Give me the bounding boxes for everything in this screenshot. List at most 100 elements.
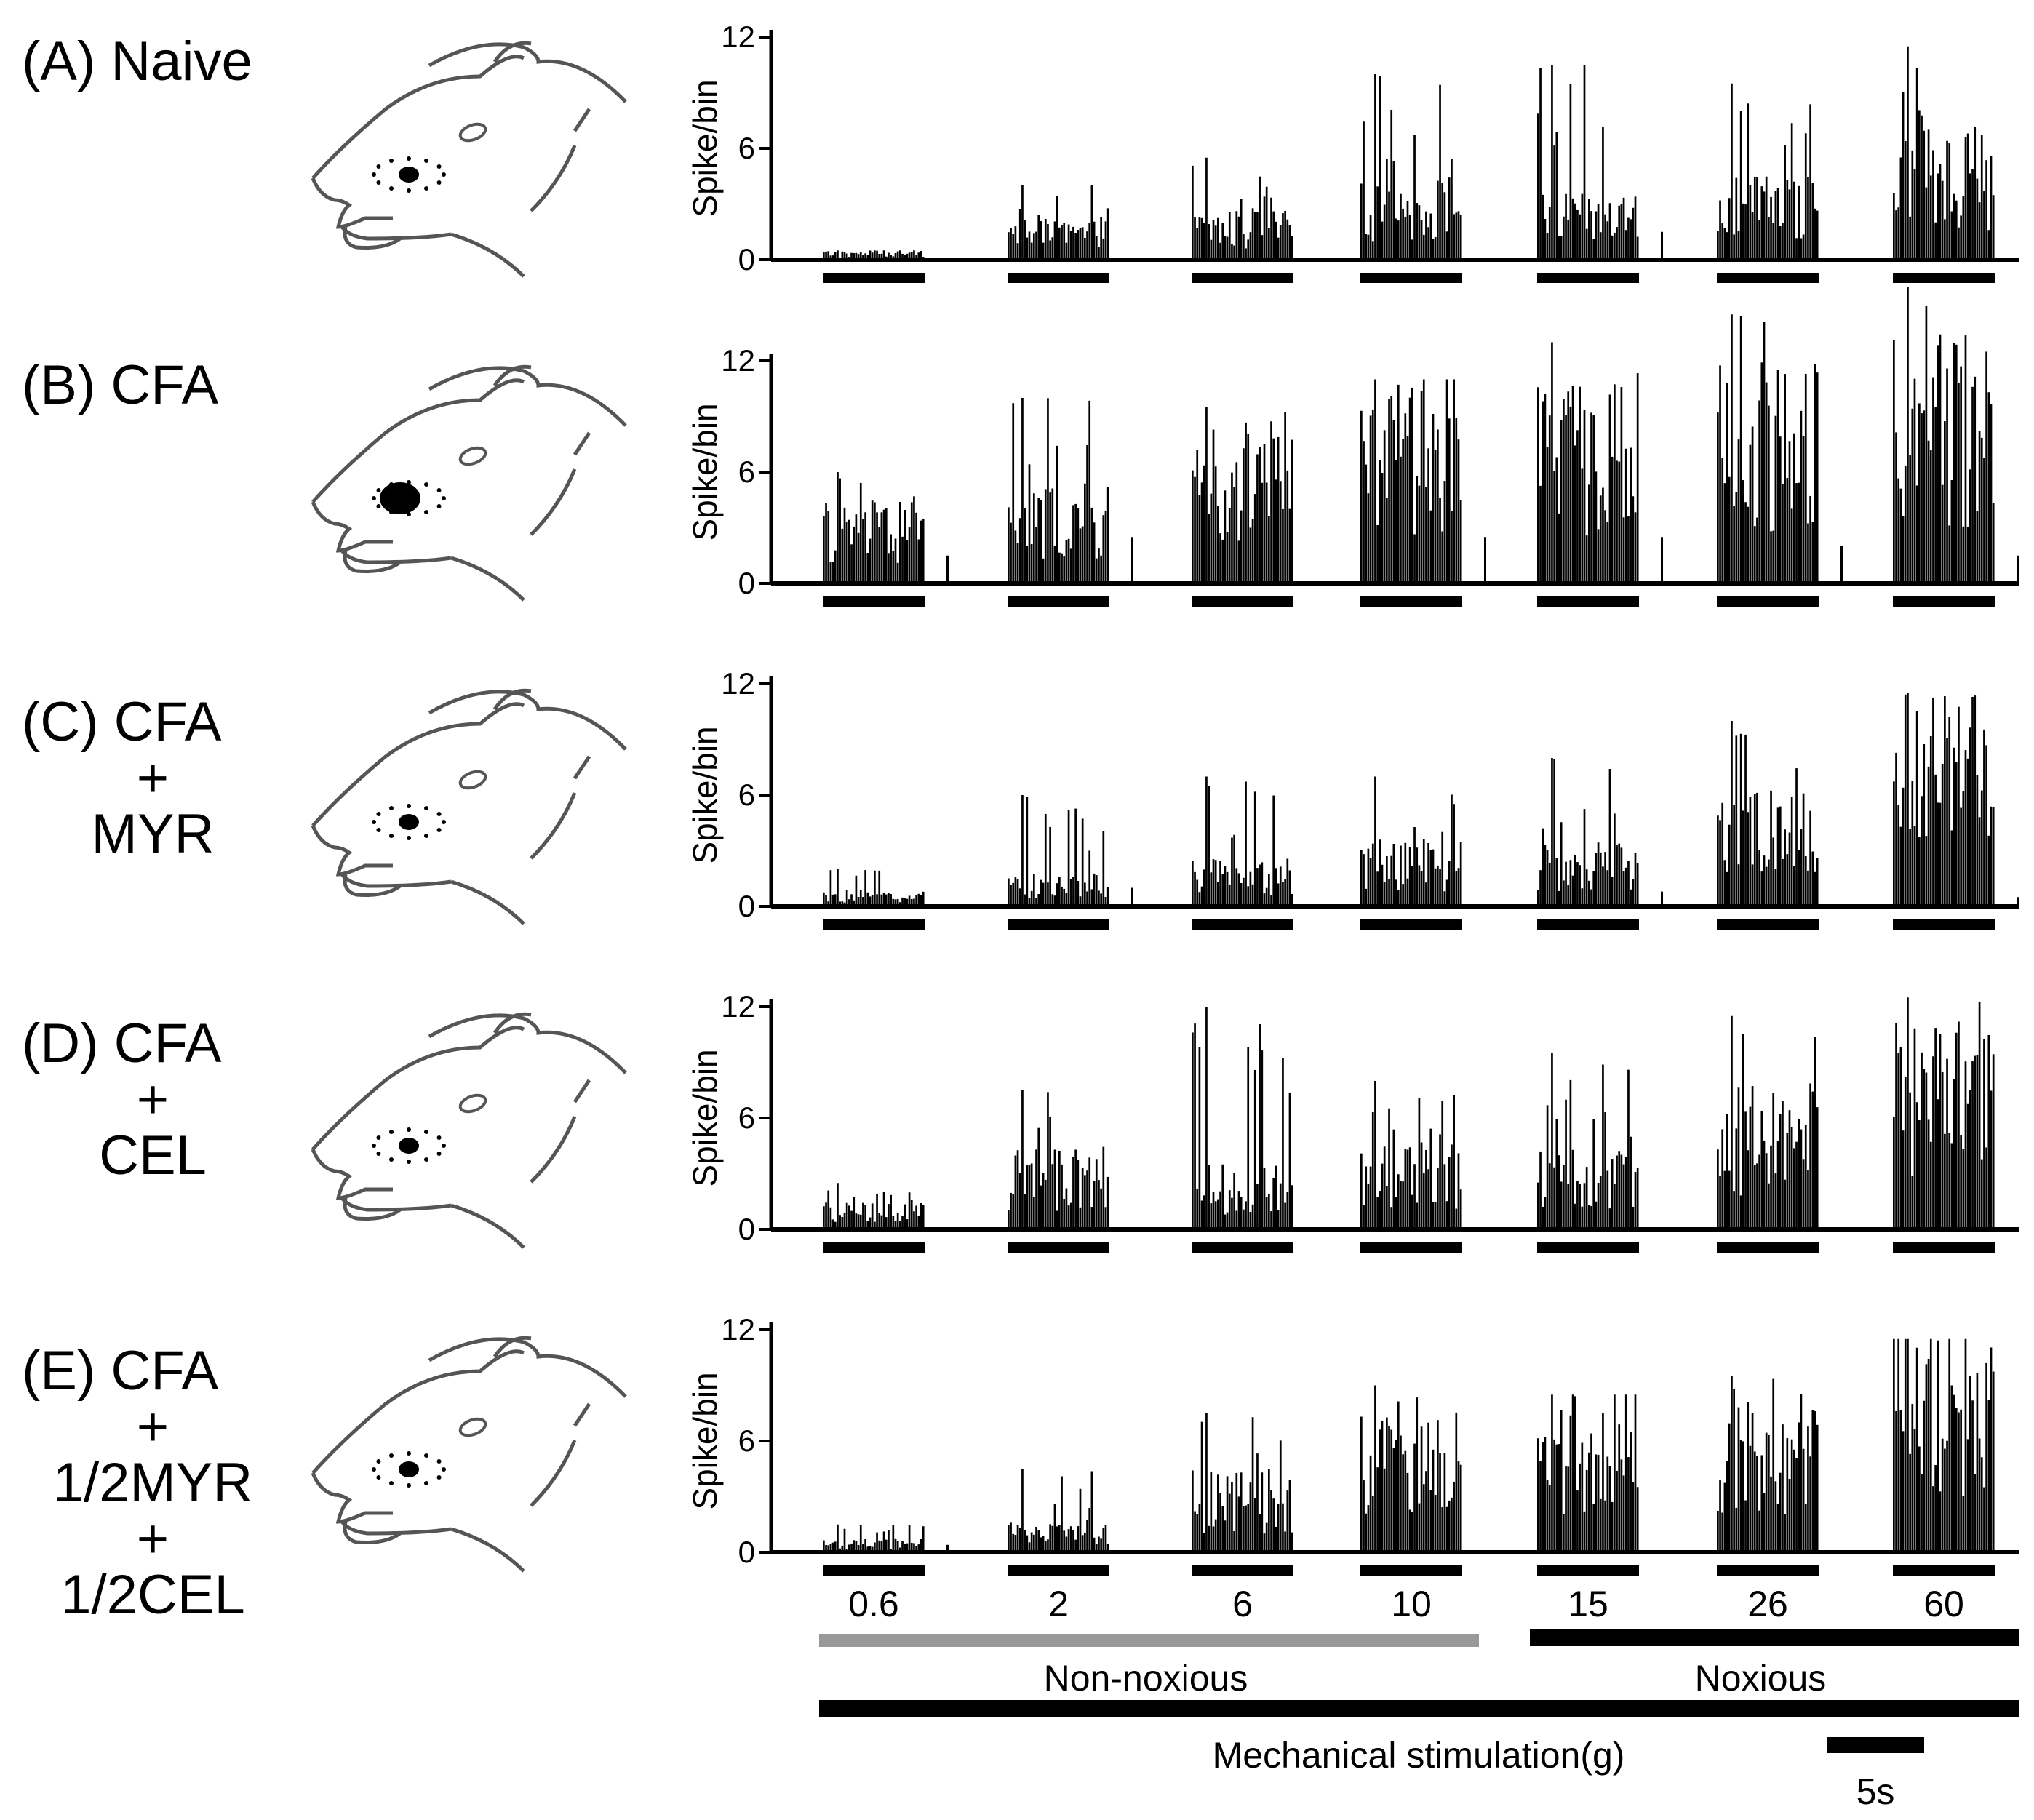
stimulus-bar [823,273,925,283]
y-tick-label: 0 [738,1212,755,1246]
stimulus-bar [1893,1565,1995,1576]
histogram-bins [1192,776,1293,906]
stimulus-bar [1537,919,1639,930]
histogram-bins [1537,1053,1639,1229]
y-tick-label: 12 [721,666,755,701]
panel-label: CEL [99,1125,207,1186]
y-tick-label: 0 [738,1535,755,1569]
stimulus-bar [1537,273,1639,283]
spontaneous-spike [1484,537,1486,583]
stimulus-bar [1717,273,1819,283]
stimulus-bar [1717,919,1819,930]
stimulus-bar [1192,919,1293,930]
spontaneous-spike [946,555,949,583]
panel-label: (A) Naive [22,31,252,92]
y-tick-label: 12 [721,1312,755,1346]
stimulus-bar [1360,596,1462,607]
stimulus-bar [1008,596,1109,607]
panel-label: (B) CFA [22,354,219,416]
histogram-bins [1717,1015,1819,1229]
spontaneous-spike [2017,555,2019,583]
histogram-bins [1008,398,1133,583]
histogram-bins [1192,1413,1293,1552]
stimulus-bar [1192,273,1293,283]
histogram-bins [1537,342,1663,583]
non-noxious-bar [819,1634,1479,1647]
spontaneous-spike [2017,897,2019,906]
stimulus-bar [1008,273,1109,283]
panel-label: (D) CFA [22,1013,222,1074]
stimulus-bar [1537,1242,1639,1253]
spontaneous-spike [1661,891,1663,906]
injection-site-large [380,482,420,514]
rat-head-illustration [313,43,626,276]
rat-head-illustration [313,1338,626,1571]
y-tick-label: 6 [738,131,755,165]
histogram-bins [1893,693,2019,906]
stimulus-bar [1717,596,1819,607]
y-tick-label: 6 [738,778,755,812]
time-scale-bar [1827,1737,1924,1753]
stimulus-bar [1192,1565,1293,1576]
y-axis-label: Spike/bin [686,1049,724,1186]
injection-site [399,167,419,183]
histogram-bins [1360,776,1462,906]
histogram-bins [1008,795,1133,906]
histogram-bins [823,1524,949,1552]
histogram-panel: 0 6 12 Spike/bin [686,666,2019,930]
y-tick-label: 12 [721,343,755,378]
histogram-bins [1360,1081,1462,1229]
force-label: 2 [1048,1584,1069,1624]
histogram-bins [1893,997,1995,1229]
panel-label: 1/2CEL [60,1564,245,1626]
histogram-bins [823,250,925,260]
histogram-bins [1008,1469,1109,1552]
panel-label: + [137,1396,169,1458]
stimulus-bar [823,1242,925,1253]
rat-head-illustration [313,1014,626,1248]
histogram-panel: 0 6 12 Spike/bin [686,989,2019,1253]
y-tick-label: 0 [738,889,755,923]
spontaneous-spike [1131,537,1133,583]
stimulus-bar [1893,1242,1995,1253]
y-axis-label: Spike/bin [686,403,724,540]
y-tick-label: 6 [738,455,755,489]
y-tick-label: 12 [721,20,755,54]
y-tick-label: 12 [721,989,755,1023]
histogram-bins [1893,287,2019,583]
histogram-bins [1537,65,1663,260]
histogram-bins [823,1183,925,1229]
panel-label: (E) CFA [22,1340,219,1402]
histogram-bins [1008,1090,1109,1229]
force-label: 15 [1568,1584,1608,1624]
y-axis-label: Spike/bin [686,79,724,217]
non-noxious-label: Non-noxious [1044,1658,1248,1699]
stimulus-bar [1360,919,1462,930]
y-tick-label: 6 [738,1101,755,1135]
histogram-panel: 0 6 12 Spike/bin [686,287,2019,607]
mechanical-stimulation-bar [819,1700,2019,1717]
histogram-bins [1893,46,1995,260]
noxious-label: Noxious [1695,1658,1827,1699]
histogram-bins [1360,1385,1462,1552]
panel-label: + [137,1508,169,1570]
injection-site [399,814,419,830]
spontaneous-spike [1661,231,1663,260]
force-label: 0.6 [848,1584,899,1624]
force-label: 60 [1923,1584,1964,1624]
stimulus-bar [1537,1565,1639,1576]
spontaneous-spike [946,1544,949,1552]
stimulus-bar [1192,596,1293,607]
stimulus-bar [1008,1242,1109,1253]
panel-label: + [137,1069,169,1130]
y-tick-label: 0 [738,566,755,600]
spontaneous-spike [1131,887,1133,906]
histogram-panel: 0 6 12 Spike/bin [686,1312,2019,1576]
stimulus-bar [1192,1242,1293,1253]
y-axis-label: Spike/bin [686,726,724,863]
noxious-bar [1530,1629,2019,1646]
stimulus-bar [823,919,925,930]
injection-site [399,1461,419,1477]
force-label: 6 [1232,1584,1253,1624]
